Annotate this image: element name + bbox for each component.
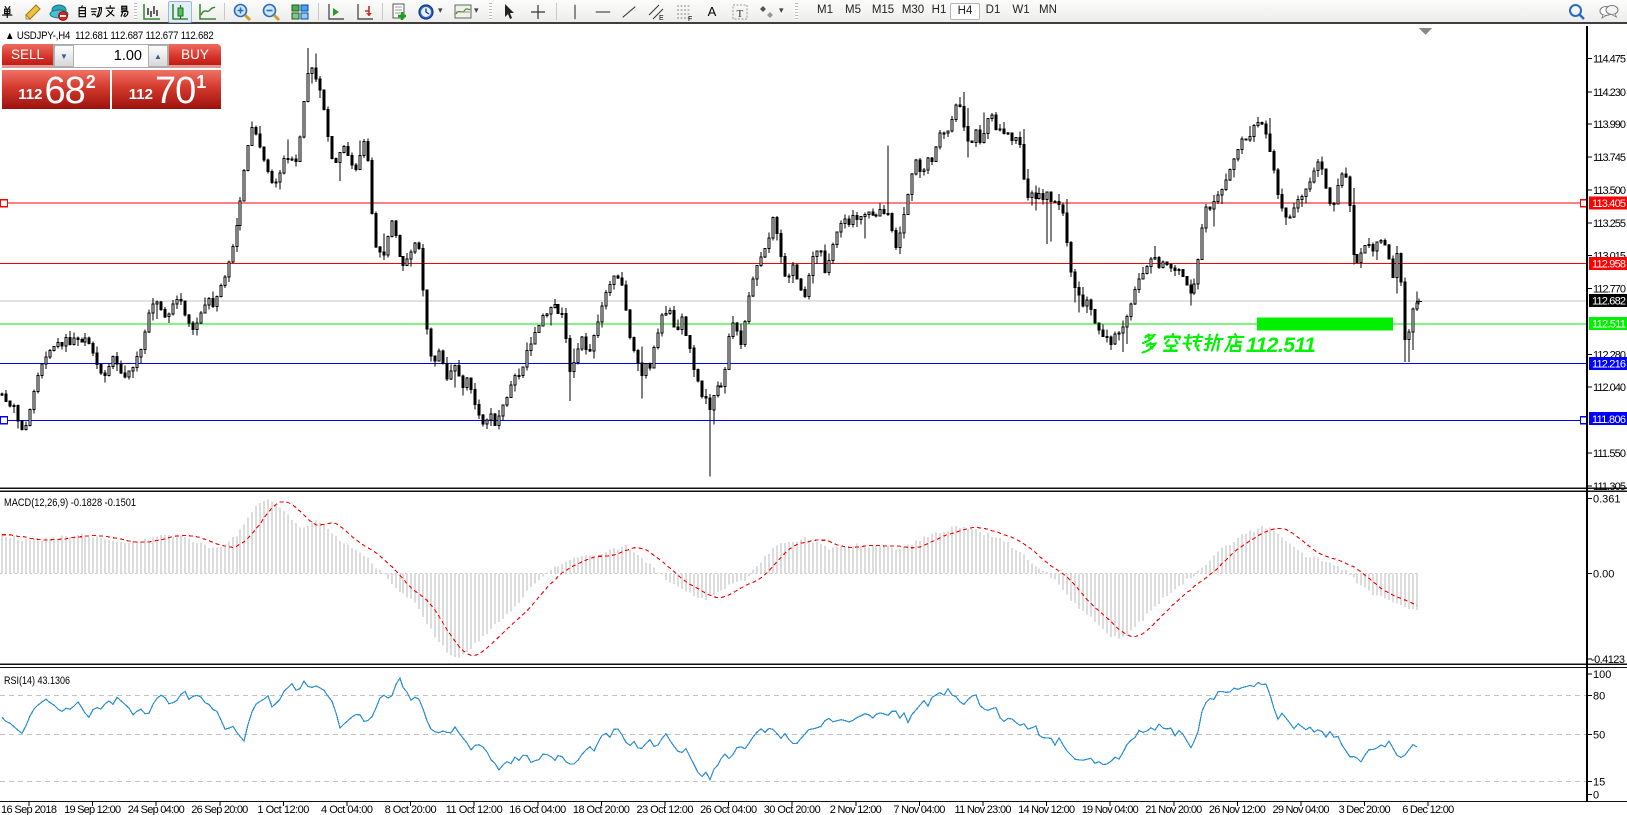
svg-text:112.216: 112.216 [1592, 359, 1626, 371]
svg-text:26 Nov 12:00: 26 Nov 12:00 [1209, 804, 1266, 815]
svg-text:30 Oct 20:00: 30 Oct 20:00 [764, 804, 821, 815]
svg-text:2 Nov 12:00: 2 Nov 12:00 [830, 804, 882, 815]
svg-text:50: 50 [1593, 730, 1605, 742]
svg-text:14 Nov 12:00: 14 Nov 12:00 [1018, 804, 1075, 815]
svg-text:100: 100 [1593, 669, 1611, 681]
svg-text:113.255: 113.255 [1593, 218, 1626, 230]
svg-text:112.040: 112.040 [1593, 382, 1626, 394]
svg-text:113.405: 113.405 [1592, 198, 1626, 210]
svg-text:112.770: 112.770 [1593, 284, 1626, 296]
svg-text:111.305: 111.305 [1593, 481, 1626, 493]
svg-text:1 Oct 12:00: 1 Oct 12:00 [257, 804, 309, 815]
svg-text:3 Dec 20:00: 3 Dec 20:00 [1339, 804, 1391, 815]
svg-text:29 Nov 04:00: 29 Nov 04:00 [1273, 804, 1330, 815]
svg-text:19 Sep 12:00: 19 Sep 12:00 [64, 804, 121, 815]
svg-text:0: 0 [1593, 790, 1599, 802]
svg-text:112.682: 112.682 [1592, 296, 1626, 308]
svg-text:23 Oct 12:00: 23 Oct 12:00 [637, 804, 694, 815]
svg-text:114.230: 114.230 [1593, 87, 1626, 99]
svg-text:8 Oct 20:00: 8 Oct 20:00 [385, 804, 437, 815]
svg-text:MACD(12,26,9) -0.1828 -0.1501: MACD(12,26,9) -0.1828 -0.1501 [4, 497, 136, 509]
svg-text:T: T [737, 8, 744, 20]
svg-text:16 Sep 2018: 16 Sep 2018 [1, 804, 57, 815]
svg-text:RSI(14) 43.1306: RSI(14) 43.1306 [4, 675, 70, 687]
svg-text:0.361: 0.361 [1593, 494, 1621, 506]
svg-text:26 Sep 20:00: 26 Sep 20:00 [191, 804, 248, 815]
svg-text:6 Dec 12:00: 6 Dec 12:00 [1402, 804, 1454, 815]
svg-text:F: F [688, 16, 692, 22]
svg-text:0.00: 0.00 [1593, 569, 1614, 581]
svg-text:113.745: 113.745 [1593, 152, 1626, 164]
svg-text:11 Oct 12:00: 11 Oct 12:00 [446, 804, 503, 815]
svg-text:21 Nov 20:00: 21 Nov 20:00 [1145, 804, 1202, 815]
svg-text:-0.4123: -0.4123 [1591, 654, 1625, 666]
svg-text:114.475: 114.475 [1593, 54, 1626, 66]
svg-text:15: 15 [1593, 776, 1605, 788]
svg-text:113.990: 113.990 [1593, 119, 1626, 131]
svg-text:24 Sep 04:00: 24 Sep 04:00 [128, 804, 185, 815]
svg-text:26 Oct 04:00: 26 Oct 04:00 [700, 804, 757, 815]
svg-text:16 Oct 04:00: 16 Oct 04:00 [509, 804, 566, 815]
svg-text:112.511: 112.511 [1246, 334, 1315, 357]
svg-text:E: E [659, 15, 664, 22]
svg-text:80: 80 [1593, 691, 1605, 703]
svg-text:4 Oct 04:00: 4 Oct 04:00 [321, 804, 373, 815]
svg-text:11 Nov 23:00: 11 Nov 23:00 [955, 804, 1012, 815]
svg-text:18 Oct 20:00: 18 Oct 20:00 [573, 804, 630, 815]
svg-text:112.958: 112.958 [1592, 259, 1626, 271]
svg-text:111.550: 111.550 [1593, 448, 1626, 460]
svg-text:112.511: 112.511 [1592, 319, 1626, 331]
svg-text:111.806: 111.806 [1592, 414, 1626, 426]
svg-text:19 Nov 04:00: 19 Nov 04:00 [1082, 804, 1139, 815]
svg-text:7 Nov 04:00: 7 Nov 04:00 [893, 804, 945, 815]
svg-text:113.500: 113.500 [1593, 185, 1626, 197]
